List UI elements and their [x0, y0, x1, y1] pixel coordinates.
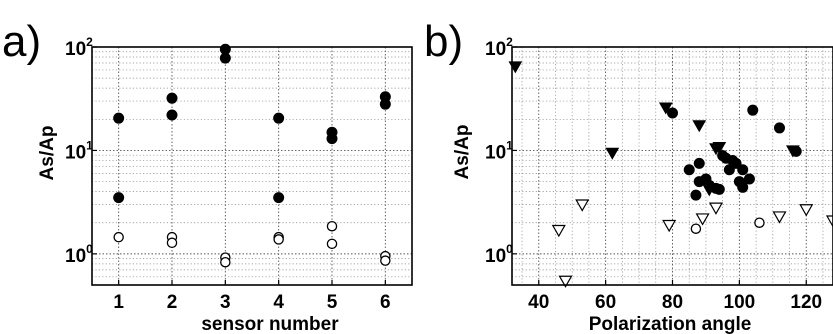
data-point-open-triangle: [799, 204, 814, 217]
x-tick-label: 120: [790, 292, 822, 313]
panel-b-y-axis-label: As/Ap: [452, 125, 473, 180]
data-point-open-circle: [220, 256, 231, 268]
panel-a-y-ticks: 100 101 102: [65, 35, 97, 267]
panel-b-chart: b) 40 60 80 100 120 100 101 102 Polarization a…: [424, 17, 833, 334]
data-point-open-circle: [380, 255, 391, 266]
y-tick-label: 101: [485, 138, 513, 163]
y-tick-label: 102: [485, 35, 513, 60]
data-point-filled-circle: [667, 107, 678, 119]
data-point-filled-circle: [730, 157, 742, 169]
data-point-filled-circle: [737, 181, 749, 193]
panel-a-x-axis-label: sensor number: [201, 314, 339, 334]
data-point-filled-circle: [113, 112, 125, 124]
data-point-filled-circle: [113, 192, 125, 204]
data-point-filled-triangle: [786, 145, 800, 158]
data-point-open-triangle: [551, 224, 566, 238]
x-tick-label: 4: [273, 292, 284, 313]
data-point-filled-triangle: [508, 61, 523, 74]
data-point-filled-triangle: [658, 102, 673, 115]
data-point-filled-circle: [713, 183, 725, 195]
y-tick-label: 101: [65, 138, 93, 163]
panel-b-y-ticks: 100 101 102: [485, 35, 517, 267]
x-tick-label: 2: [167, 292, 178, 313]
y-tick-label: 102: [65, 35, 93, 60]
data-point-filled-circle: [326, 133, 338, 145]
data-point-open-circle: [690, 223, 702, 234]
panel-a-y-axis-label: As/Ap: [37, 126, 58, 181]
x-tick-label: 80: [662, 292, 683, 313]
data-point-open-triangle: [695, 213, 710, 226]
data-point-open-circle: [754, 217, 765, 228]
data-point-filled-triangle: [692, 120, 707, 133]
data-point-open-triangle: [558, 275, 573, 288]
data-point-filled-circle: [273, 192, 285, 204]
x-tick-label: 6: [380, 292, 391, 313]
panel-b-x-axis-label: Polarization angle: [589, 314, 752, 334]
data-point-filled-triangle: [712, 141, 727, 154]
x-tick-label: 3: [220, 292, 231, 313]
x-tick-label: 100: [724, 292, 756, 313]
panel-b-label: b): [424, 17, 463, 66]
data-point-open-triangle: [662, 219, 677, 233]
data-point-filled-circle: [273, 112, 285, 124]
data-point-filled-circle: [379, 98, 391, 110]
data-point-filled-circle: [774, 122, 785, 134]
panel-b-data-points: [508, 61, 833, 288]
data-point-open-circle: [326, 220, 338, 232]
panel-b-grid: [512, 46, 833, 286]
data-point-filled-circle: [743, 173, 755, 185]
data-point-open-circle: [113, 231, 124, 243]
data-point-filled-circle: [690, 189, 702, 201]
y-tick-label: 100: [65, 242, 93, 267]
y-tick-label: 100: [485, 242, 513, 267]
data-point-filled-triangle: [702, 184, 717, 197]
x-tick-label: 40: [528, 292, 549, 313]
panel-a-grid: [92, 46, 412, 286]
data-point-filled-circle: [683, 164, 695, 176]
panel-b-x-ticks: 40 60 80 100 120: [528, 280, 822, 313]
panel-a-label: a): [2, 17, 41, 66]
data-point-filled-circle: [737, 164, 749, 176]
panel-a-data-points: [113, 43, 391, 268]
data-point-filled-circle: [219, 52, 231, 64]
x-tick-label: 60: [595, 292, 616, 313]
data-point-open-circle: [273, 234, 284, 245]
data-point-open-triangle: [772, 211, 787, 224]
data-point-filled-circle: [747, 104, 759, 116]
data-point-open-triangle: [708, 202, 724, 215]
x-tick-label: 5: [327, 292, 338, 313]
x-tick-label: 1: [113, 292, 124, 313]
data-point-open-triangle: [575, 199, 590, 212]
data-point-filled-triangle: [605, 147, 620, 160]
data-point-open-circle: [166, 237, 178, 249]
data-point-filled-circle: [693, 157, 705, 169]
data-point-filled-circle: [166, 92, 178, 104]
data-point-filled-circle: [166, 109, 178, 121]
data-point-open-triangle: [825, 215, 833, 228]
panel-a-plot-frame: [91, 46, 413, 286]
panel-a-x-ticks: 1 2 3 4 5 6: [113, 280, 391, 313]
panel-a-chart: a) 1 2 3 4 5 6 100 101 102 sensor number As/Ap: [2, 17, 413, 334]
data-point-open-circle: [326, 238, 338, 250]
